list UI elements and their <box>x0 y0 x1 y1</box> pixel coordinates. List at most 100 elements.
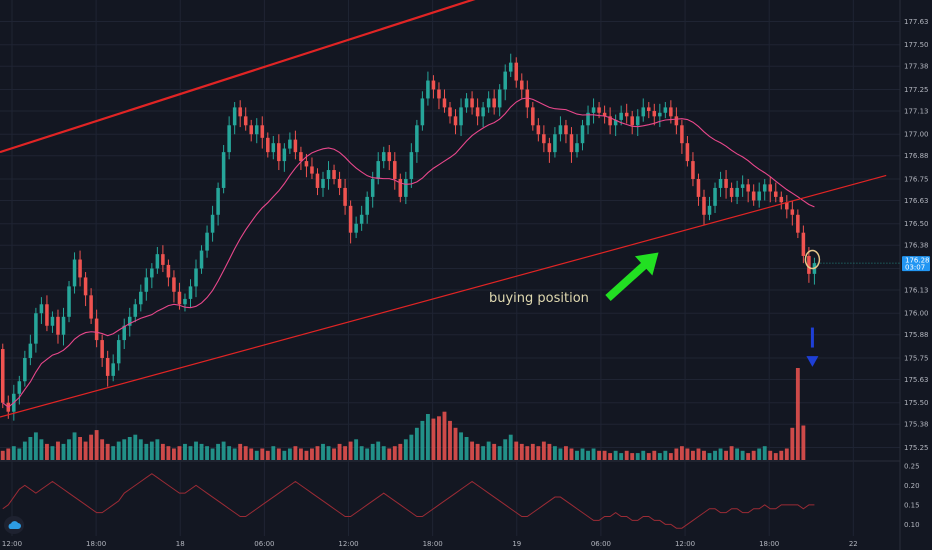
candle-body[interactable] <box>393 161 397 179</box>
candles[interactable] <box>0 53 817 421</box>
candle-body[interactable] <box>785 202 789 210</box>
candle-body[interactable] <box>685 143 690 162</box>
candle-body[interactable] <box>531 107 535 126</box>
candle-body[interactable] <box>713 187 717 206</box>
candle-body[interactable] <box>94 318 99 341</box>
candle-body[interactable] <box>569 134 574 153</box>
candle-body[interactable] <box>475 107 480 117</box>
candle-body[interactable] <box>337 178 342 188</box>
candle-body[interactable] <box>370 178 375 197</box>
candle-body[interactable] <box>520 80 524 90</box>
candle-body[interactable] <box>133 304 138 317</box>
candle-body[interactable] <box>398 178 403 197</box>
candle-body[interactable] <box>45 304 49 326</box>
candle-body[interactable] <box>260 125 265 138</box>
candle-body[interactable] <box>39 304 44 314</box>
candle-body[interactable] <box>680 125 684 144</box>
candle-body[interactable] <box>453 116 458 126</box>
candle-body[interactable] <box>746 184 750 192</box>
candle-body[interactable] <box>111 363 115 376</box>
candle-body[interactable] <box>150 268 154 278</box>
candle-body[interactable] <box>486 98 491 108</box>
candle-body[interactable] <box>635 116 640 126</box>
candle-body[interactable] <box>613 119 618 126</box>
candle-body[interactable] <box>669 107 673 117</box>
candle-body[interactable] <box>564 125 568 135</box>
price-axis[interactable]: 177.63 177.50 177.38 177.25 177.13 177.00 176.… <box>814 18 930 452</box>
candle-body[interactable] <box>602 112 607 117</box>
candle-body[interactable] <box>630 116 634 126</box>
candle-body[interactable] <box>580 125 585 144</box>
candle-body[interactable] <box>470 98 474 108</box>
tradingview-logo-button[interactable] <box>4 516 24 534</box>
candle-body[interactable] <box>514 62 519 81</box>
candle-body[interactable] <box>56 316 60 335</box>
candle-body[interactable] <box>448 107 452 117</box>
candle-body[interactable] <box>61 316 66 335</box>
candle-body[interactable] <box>718 178 723 188</box>
candle-body[interactable] <box>277 143 281 162</box>
candle-body[interactable] <box>216 187 220 215</box>
candle-body[interactable] <box>67 286 71 317</box>
candle-body[interactable] <box>89 295 93 319</box>
candle-body[interactable] <box>210 214 215 233</box>
candle-body[interactable] <box>238 107 242 117</box>
candle-body[interactable] <box>315 173 320 188</box>
candle-body[interactable] <box>293 139 298 153</box>
candle-body[interactable] <box>658 112 662 117</box>
candle-body[interactable] <box>122 325 126 341</box>
channel-lower-line[interactable] <box>0 174 887 418</box>
candle-body[interactable] <box>586 112 590 126</box>
candle-body[interactable] <box>23 357 27 382</box>
candle-body[interactable] <box>696 178 701 197</box>
candle-body[interactable] <box>597 107 601 113</box>
candle-body[interactable] <box>188 286 193 299</box>
candle-body[interactable] <box>144 277 149 292</box>
candle-body[interactable] <box>221 152 226 188</box>
candle-body[interactable] <box>768 184 773 192</box>
candle-body[interactable] <box>691 161 695 179</box>
candle-body[interactable] <box>34 313 38 344</box>
candle-body[interactable] <box>194 268 198 287</box>
candle-body[interactable] <box>641 107 646 117</box>
candle-body[interactable] <box>426 80 430 99</box>
candle-body[interactable] <box>166 264 171 278</box>
candle-body[interactable] <box>663 107 668 113</box>
candle-body[interactable] <box>796 214 800 233</box>
candle-body[interactable] <box>464 98 469 108</box>
candle-body[interactable] <box>790 209 795 215</box>
candle-body[interactable] <box>431 80 436 90</box>
candle-body[interactable] <box>702 196 706 215</box>
candle-body[interactable] <box>387 152 392 162</box>
candle-body[interactable] <box>172 277 176 292</box>
candle-body[interactable] <box>420 98 425 126</box>
candle-body[interactable] <box>558 125 563 135</box>
candle-body[interactable] <box>503 71 507 90</box>
candle-body[interactable] <box>553 134 557 153</box>
candle-body[interactable] <box>459 107 463 126</box>
candle-body[interactable] <box>376 161 380 179</box>
candle-body[interactable] <box>674 116 679 126</box>
candle-body[interactable] <box>343 187 347 206</box>
candle-body[interactable] <box>751 191 756 201</box>
candle-body[interactable] <box>288 139 292 149</box>
candle-body[interactable] <box>310 166 314 174</box>
candle-body[interactable] <box>271 143 276 153</box>
candle-body[interactable] <box>779 196 784 203</box>
candle-body[interactable] <box>299 152 303 162</box>
candle-body[interactable] <box>492 98 496 108</box>
candle-body[interactable] <box>227 125 231 153</box>
candle-body[interactable] <box>332 170 336 179</box>
candle-body[interactable] <box>100 340 104 358</box>
candle-body[interactable] <box>652 110 657 117</box>
candle-body[interactable] <box>83 277 88 296</box>
candle-body[interactable] <box>161 254 165 265</box>
candle-body[interactable] <box>78 259 82 278</box>
channel-upper-line[interactable] <box>0 0 494 154</box>
candle-body[interactable] <box>354 223 358 233</box>
candle-body[interactable] <box>536 125 541 135</box>
candle-body[interactable] <box>481 107 485 117</box>
current-price-tag[interactable] <box>902 256 930 272</box>
candle-body[interactable] <box>762 184 767 192</box>
